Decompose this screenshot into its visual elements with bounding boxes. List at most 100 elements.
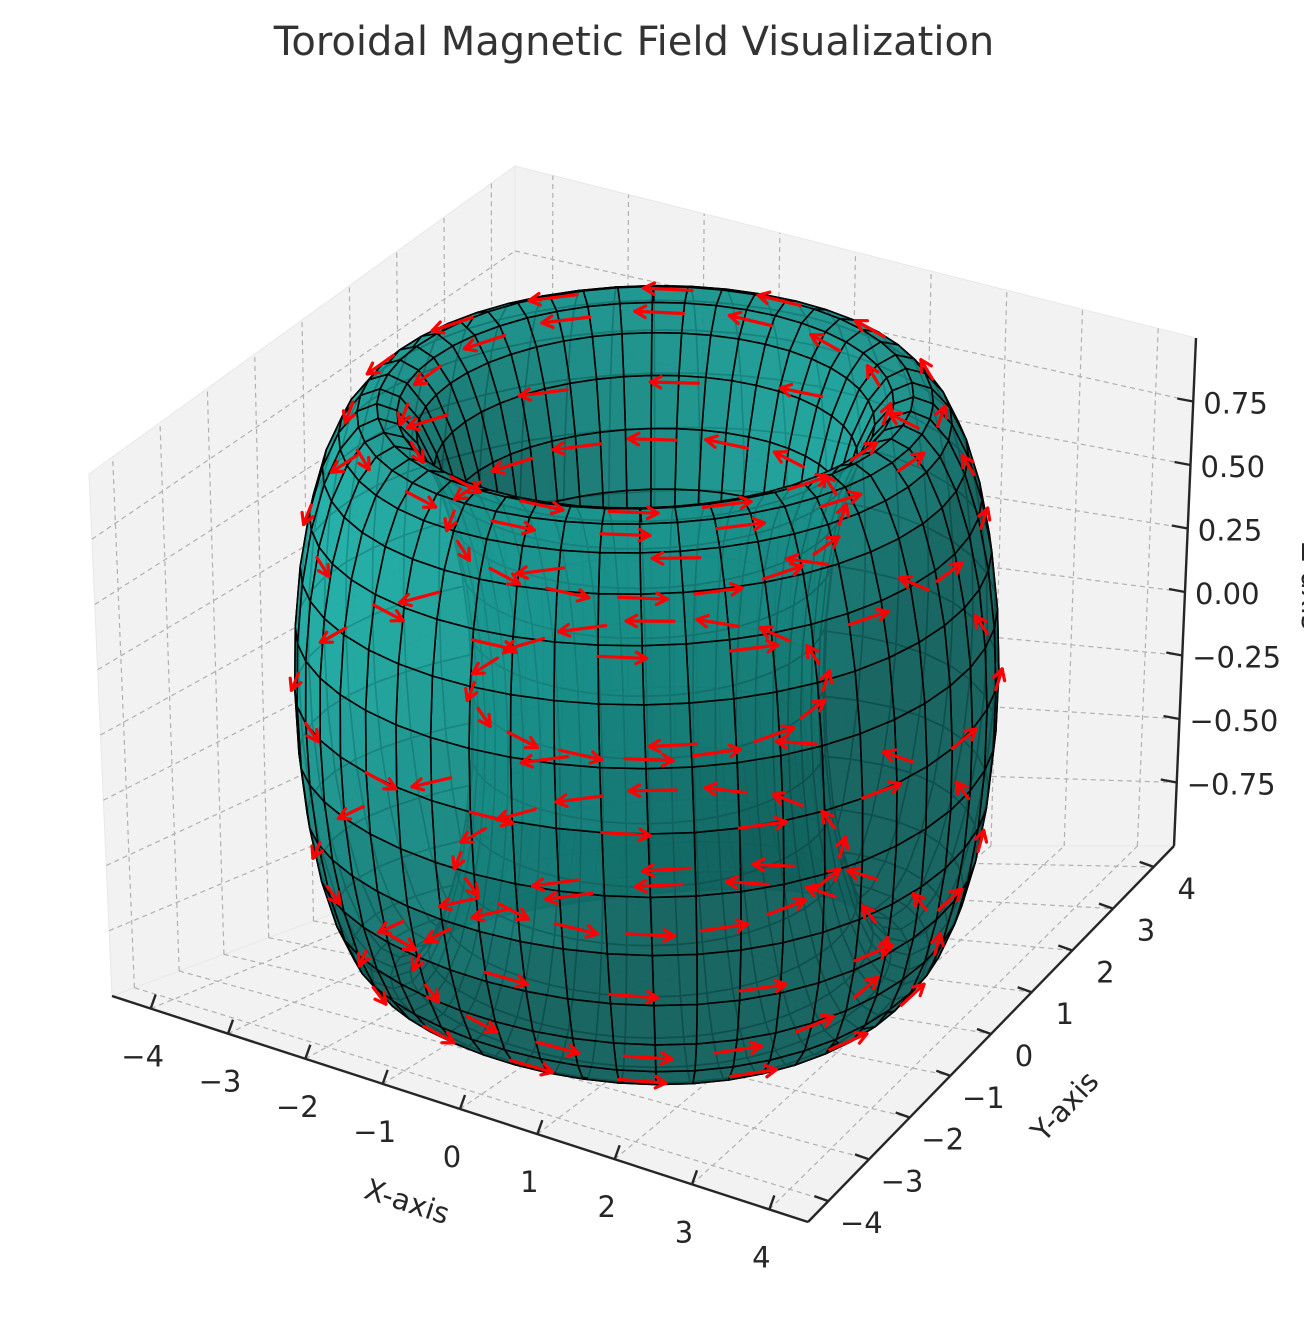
- y-tick-label: −1: [962, 1081, 1005, 1115]
- field-vector-shaft: [648, 380, 701, 385]
- surface-patch: [472, 578, 518, 638]
- field-vector-head: [934, 404, 947, 416]
- y-grid-floor: [268, 937, 951, 1077]
- field-vector-head: [756, 293, 769, 305]
- field-vector-shaft: [463, 876, 480, 898]
- field-vector-shaft: [430, 315, 474, 333]
- field-vector-head: [785, 553, 800, 561]
- field-vector-head: [973, 614, 979, 630]
- field-vector-shaft: [861, 904, 877, 924]
- surface-patch: [595, 375, 627, 434]
- field-vector-head: [523, 520, 536, 532]
- field-vector-head: [751, 516, 767, 525]
- field-vector-shaft: [899, 982, 926, 1007]
- field-vector-head: [591, 750, 604, 762]
- surface-patch: [821, 732, 864, 812]
- field-vector-shaft: [936, 887, 964, 912]
- field-vector-head: [771, 791, 787, 796]
- field-vector-shaft: [738, 982, 788, 993]
- field-vector-head: [410, 956, 415, 972]
- field-vector-head: [396, 411, 402, 427]
- x-tick: [768, 1195, 776, 1210]
- surface-patch: [696, 949, 742, 1006]
- field-vector-head: [373, 997, 388, 1006]
- y-tick: [1098, 902, 1114, 910]
- field-vector-shaft: [847, 609, 891, 627]
- field-vector-head: [948, 561, 964, 567]
- field-vector-shaft: [751, 862, 796, 868]
- field-vector-head: [539, 1070, 555, 1077]
- field-vector-head: [511, 572, 521, 586]
- y-tick: [1017, 986, 1033, 994]
- field-vector-shaft: [766, 898, 808, 917]
- surface-patch: [562, 947, 612, 1005]
- field-vector-head: [487, 712, 492, 728]
- surface-patch: [553, 590, 600, 646]
- field-vector-head: [551, 441, 565, 452]
- tick-labels: −4−3−2−101234−4−3−2−101234−0.75−0.50−0.2…: [121, 387, 1281, 1275]
- z-tick-label: 0.00: [1195, 577, 1260, 611]
- field-vector-head: [824, 1015, 836, 1028]
- field-vector-head: [982, 828, 989, 844]
- field-vector-head: [357, 956, 371, 968]
- field-vector-head: [660, 1051, 674, 1061]
- field-vector-head: [305, 734, 320, 744]
- field-vector-head: [552, 500, 565, 512]
- surface-patch: [779, 744, 826, 822]
- field-vector-head: [542, 1062, 555, 1074]
- field-vector-head: [637, 533, 652, 543]
- field-vector-shaft: [771, 792, 804, 808]
- field-vector-head: [881, 748, 897, 754]
- x-tick-label: 0: [443, 1140, 461, 1174]
- surface-patch: [713, 512, 759, 549]
- z-tick: [1166, 651, 1183, 657]
- field-vector-head: [819, 1013, 836, 1019]
- field-vector-head: [843, 835, 850, 851]
- field-vector-shaft: [774, 739, 819, 746]
- surface-patch: [782, 809, 826, 886]
- x-tick: [226, 1019, 235, 1035]
- field-vector-head: [960, 454, 975, 464]
- field-vector-shaft: [849, 440, 879, 462]
- field-vector-shaft: [881, 402, 893, 426]
- field-vector-shaft: [376, 919, 405, 935]
- z-tick-label: 0.50: [1201, 450, 1266, 484]
- field-vector-head: [398, 592, 410, 605]
- field-vector-shaft: [329, 453, 359, 474]
- z-tick: [1168, 587, 1186, 594]
- field-vector-head: [850, 492, 863, 505]
- field-vector-head: [948, 887, 964, 894]
- field-vector-head: [879, 942, 895, 947]
- field-vector-shaft: [608, 992, 660, 1000]
- field-vector-head: [410, 777, 423, 789]
- field-vector-head: [954, 780, 960, 796]
- field-vector-head: [336, 816, 353, 821]
- field-vector-shaft: [642, 286, 694, 293]
- field-vector-head: [871, 975, 880, 991]
- surface-patch: [650, 427, 678, 491]
- surface-patch: [650, 331, 683, 377]
- z-grid-back: [514, 420, 1188, 530]
- x-tick: [690, 1169, 699, 1185]
- surface-patch: [558, 890, 609, 955]
- field-vector-shaft: [530, 878, 581, 888]
- x-tick-label: −3: [199, 1065, 242, 1099]
- field-vector-head: [943, 404, 949, 420]
- x-tick-label: −2: [276, 1090, 319, 1124]
- surface-patch: [695, 999, 741, 1045]
- field-vector-shaft: [459, 826, 488, 844]
- field-vector-head: [462, 338, 475, 351]
- field-vector-head: [758, 626, 770, 639]
- field-vector-shaft: [728, 1067, 779, 1079]
- field-vector-head: [784, 726, 796, 739]
- torus-surface: [293, 284, 1000, 1086]
- field-vector-head: [398, 415, 411, 427]
- field-vectors: [288, 281, 1007, 1090]
- field-vector-head: [704, 434, 719, 442]
- field-vector-shaft: [896, 451, 926, 473]
- surface-patch: [609, 1002, 657, 1046]
- field-vector-head: [451, 855, 456, 871]
- field-vector-head: [918, 982, 926, 998]
- field-vector-shaft: [557, 624, 608, 634]
- field-vector-head: [627, 789, 642, 799]
